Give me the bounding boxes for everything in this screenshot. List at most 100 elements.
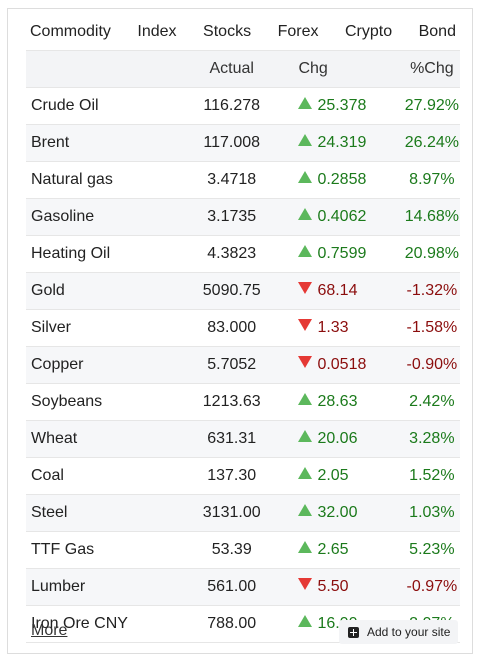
pct-cell: -0.90%: [403, 346, 460, 384]
chg-value: 0.2858: [317, 171, 367, 188]
name-cell: Soybeans: [26, 383, 181, 421]
actual-cell: 3131.00: [180, 494, 283, 532]
actual-cell: 4.3823: [180, 235, 283, 273]
trend-arrow: [298, 245, 313, 257]
header-cell: Actual: [180, 50, 283, 88]
actual-cell: 3.4718: [180, 161, 283, 199]
tab[interactable]: Forex: [277, 23, 319, 40]
trend-arrow: [298, 504, 313, 516]
name-cell: Crude Oil: [26, 87, 181, 125]
tab[interactable]: Bond: [418, 23, 456, 40]
actual-cell: 5.7052: [180, 346, 283, 384]
pct-cell: 8.97%: [403, 161, 460, 199]
name-cell: TTF Gas: [26, 531, 181, 569]
name-cell: Wheat: [26, 420, 181, 458]
chg-value: 68.14: [317, 282, 358, 299]
name-cell: Iron Ore CNY: [26, 605, 181, 643]
trend-arrow: [298, 541, 313, 553]
trend-arrow: [298, 578, 313, 590]
tab[interactable]: Commodity: [26, 21, 115, 52]
actual-cell: 3.1735: [180, 198, 283, 236]
table-row: Gasoline 3.1735 0.4062 14.68%: [26, 198, 460, 236]
table-row: Lumber 561.00 5.50 -0.97%: [26, 568, 460, 606]
chg-value: 0.0518: [317, 356, 367, 373]
quote-table: Actual Chg %Chg Crude Oil 116.278 25.378 27…: [26, 50, 460, 643]
actual-cell: 561.00: [180, 568, 283, 606]
table-row: Crude Oil 116.278 25.378 27.92%: [26, 87, 460, 125]
table-row: Wheat 631.31 20.06 3.28%: [26, 420, 460, 458]
chg-value: 2.05: [317, 467, 349, 484]
table-row: Gold 5090.75 68.14 -1.32%: [26, 272, 460, 310]
chg-cell: 0.0518: [282, 346, 404, 384]
table-row: Coal 137.30 2.05 1.52%: [26, 457, 460, 495]
trend-arrow: [298, 356, 313, 368]
chg-cell: 0.2858: [282, 161, 404, 199]
actual-cell: 53.39: [180, 531, 283, 569]
trend-arrow: [298, 97, 313, 109]
name-cell: Natural gas: [26, 161, 181, 199]
name-cell: Brent: [26, 124, 181, 162]
pct-cell: 14.68%: [403, 198, 460, 236]
name-cell: Coal: [26, 457, 181, 495]
name-cell: Heating Oil: [26, 235, 181, 273]
chg-value: 32.00: [317, 504, 358, 521]
pct-cell: 1.03%: [403, 494, 460, 532]
trend-arrow: [298, 615, 313, 627]
trend-arrow: [298, 393, 313, 405]
name-cell: Lumber: [26, 568, 181, 606]
name-cell: Gasoline: [26, 198, 181, 236]
pct-cell: -0.97%: [403, 568, 460, 606]
table-row: Natural gas 3.4718 0.2858 8.97%: [26, 161, 460, 199]
chg-cell: 24.319: [282, 124, 404, 162]
tab[interactable]: Crypto: [344, 23, 393, 40]
name-cell: Steel: [26, 494, 181, 532]
chg-cell: 0.7599: [282, 235, 404, 273]
chg-cell: 20.06: [282, 420, 404, 458]
pct-cell: 20.98%: [403, 235, 460, 273]
actual-cell: 631.31: [180, 420, 283, 458]
chg-cell: 2.05: [282, 457, 404, 495]
header-cell: %Chg: [403, 50, 460, 88]
plus-icon: [348, 626, 359, 638]
trend-arrow: [298, 467, 313, 479]
chg-cell: 2.65: [282, 531, 404, 569]
more-link[interactable]: More: [31, 622, 68, 639]
header-cell: [26, 50, 181, 88]
pct-cell: -1.32%: [403, 272, 460, 310]
pct-cell: 5.23%: [403, 531, 460, 569]
actual-cell: 5090.75: [180, 272, 283, 310]
chg-value: 24.319: [317, 134, 367, 151]
chg-value: 25.378: [317, 97, 367, 114]
table-row: Steel 3131.00 32.00 1.03%: [26, 494, 460, 532]
actual-cell: 137.30: [180, 457, 283, 495]
pct-cell: 27.92%: [403, 87, 460, 125]
chg-value: 0.4062: [317, 208, 367, 225]
add-button[interactable]: Add to your site: [339, 620, 458, 644]
chg-value: 20.06: [317, 430, 358, 447]
chg-cell: 28.63: [282, 383, 404, 421]
chg-value: 0.7599: [317, 245, 367, 262]
table-body: Crude Oil 116.278 25.378 27.92% Brent 117.008…: [26, 87, 460, 643]
chg-cell: 1.33: [282, 309, 404, 347]
table-row: Copper 5.7052 0.0518 -0.90%: [26, 346, 460, 384]
name-cell: Gold: [26, 272, 181, 310]
trend-arrow: [298, 208, 313, 220]
actual-cell: 116.278: [180, 87, 283, 125]
chg-value: 28.63: [317, 393, 358, 410]
actual-cell: 83.000: [180, 309, 283, 347]
chg-cell: 5.50: [282, 568, 404, 606]
table-row: Brent 117.008 24.319 26.24%: [26, 124, 460, 162]
table-row: Heating Oil 4.3823 0.7599 20.98%: [26, 235, 460, 273]
table-row: TTF Gas 53.39 2.65 5.23%: [26, 531, 460, 569]
trend-arrow: [298, 171, 313, 183]
name-cell: Silver: [26, 309, 181, 347]
pct-cell: -1.58%: [403, 309, 460, 347]
tab[interactable]: Stocks: [203, 23, 252, 40]
chg-value: 5.50: [317, 578, 349, 595]
header-cell: Chg: [282, 50, 404, 88]
actual-cell: 117.008: [180, 124, 283, 162]
tab[interactable]: Index: [137, 23, 177, 40]
chg-cell: 25.378: [282, 87, 404, 125]
button-label: Add to your site: [367, 625, 451, 639]
